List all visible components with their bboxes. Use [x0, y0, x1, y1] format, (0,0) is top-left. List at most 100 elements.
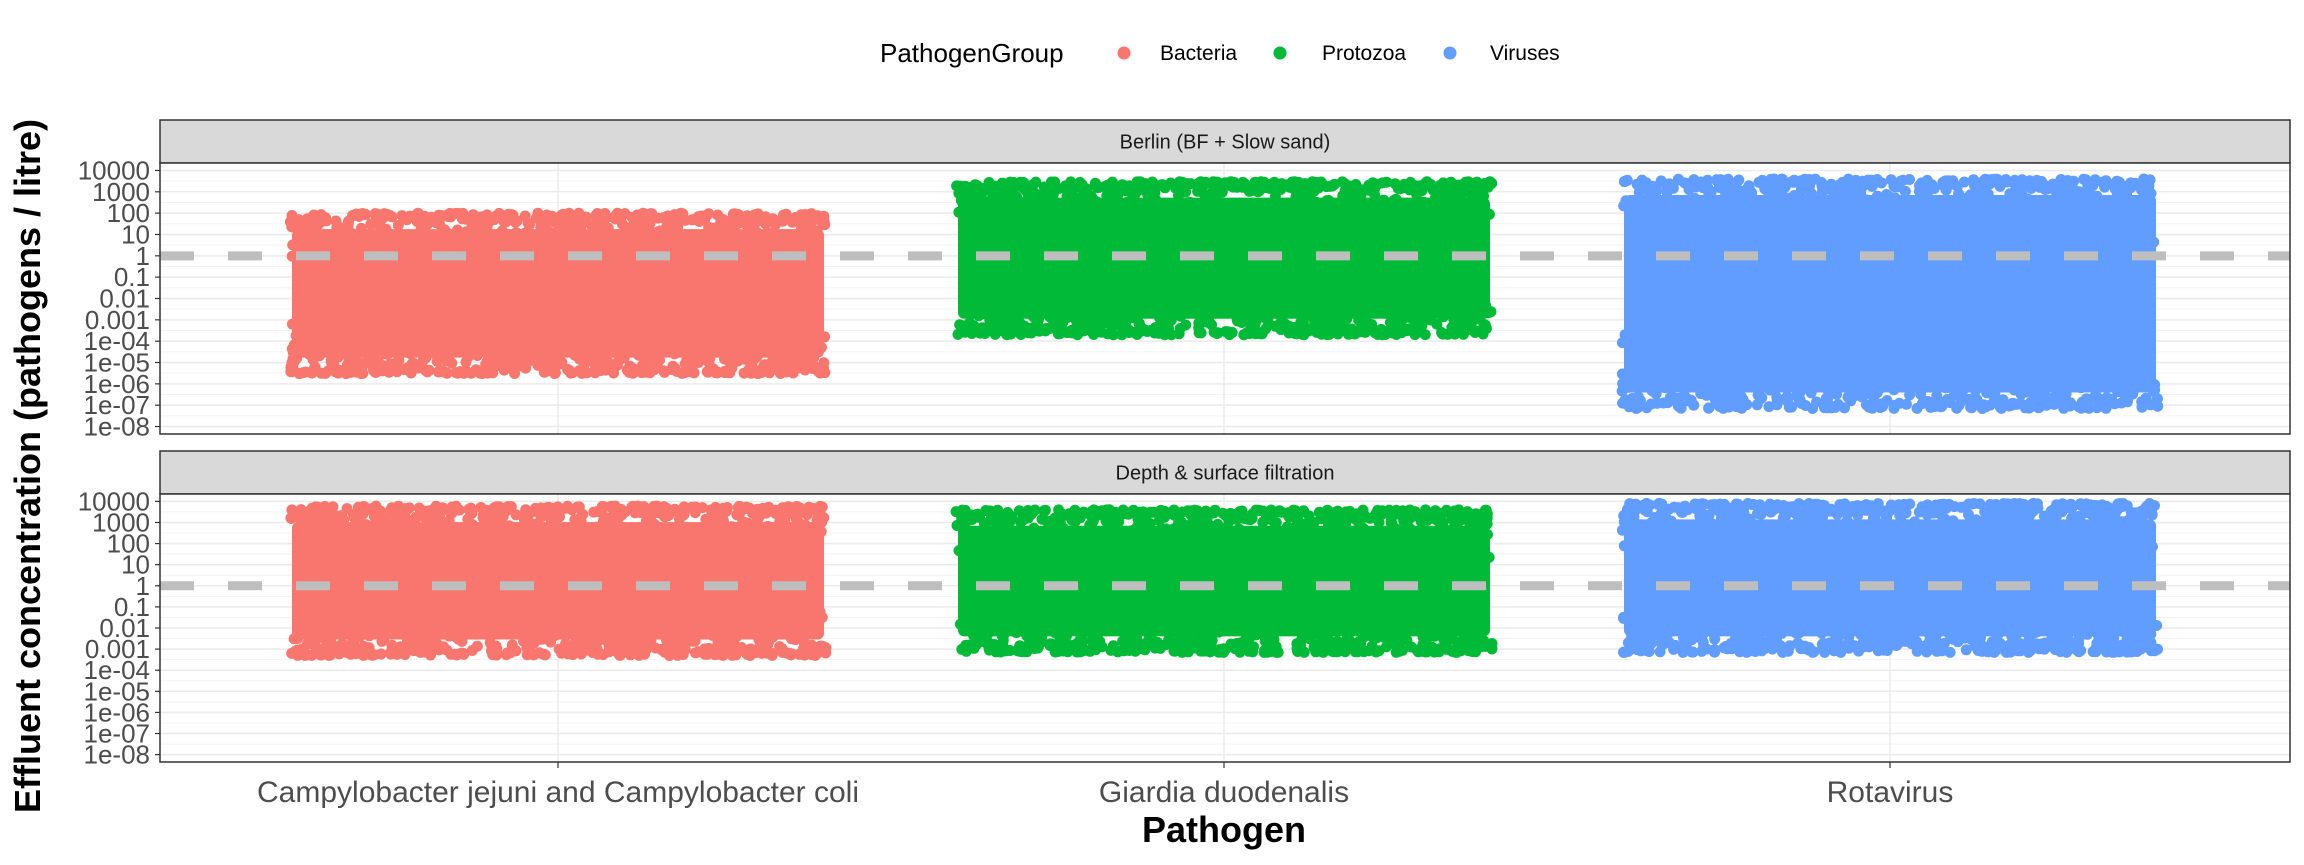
data-point: [1180, 287, 1192, 299]
data-point: [1103, 609, 1115, 621]
data-point: [487, 649, 499, 661]
data-point: [510, 618, 522, 630]
data-point: [446, 520, 458, 532]
facet-panel-1: Berlin (BF + Slow sand)1000010001001010.…: [78, 119, 2291, 442]
data-point: [1277, 533, 1289, 545]
facet-strip: [159, 119, 2291, 164]
data-point: [2054, 211, 2066, 223]
data-point: [713, 525, 724, 537]
data-point: [706, 518, 718, 529]
data-point: [539, 649, 551, 661]
data-point: [767, 360, 779, 372]
data-point: [627, 544, 639, 556]
data-point: [1153, 311, 1165, 323]
data-point: [1283, 305, 1295, 317]
data-point: [350, 648, 362, 660]
data-point: [1076, 224, 1088, 236]
data-point: [1016, 646, 1028, 658]
data-point: [1317, 543, 1329, 555]
data-point: [803, 530, 814, 542]
data-point: [463, 521, 474, 533]
data-point: [1070, 313, 1082, 325]
data-point: [286, 318, 298, 330]
data-point: [1086, 511, 1098, 523]
y-tick-label: 0.001: [85, 305, 150, 335]
data-point: [802, 231, 814, 243]
data-point: [1411, 644, 1423, 656]
data-point: [654, 225, 666, 237]
data-point: [1283, 327, 1295, 339]
data-point: [1324, 328, 1335, 340]
data-point: [510, 342, 522, 353]
data-point: [971, 179, 983, 191]
data-point: [620, 638, 632, 650]
data-point: [1358, 325, 1370, 337]
data-point: [1623, 378, 1635, 389]
data-point: [1131, 213, 1143, 225]
data-point: [1818, 241, 1830, 253]
data-point: [441, 612, 453, 624]
data-point: [355, 222, 367, 234]
data-point: [1786, 401, 1798, 413]
data-point: [2111, 237, 2123, 249]
data-point: [1873, 383, 1885, 395]
y-tick-label: 1: [136, 571, 150, 601]
data-point: [1629, 214, 1641, 226]
data-point: [1295, 531, 1307, 542]
data-point: [504, 647, 516, 659]
data-point: [388, 512, 400, 524]
data-point: [1833, 179, 1845, 191]
data-point: [1651, 185, 1663, 197]
data-point: [546, 502, 557, 514]
data-point: [2031, 236, 2043, 248]
data-point: [1016, 531, 1027, 543]
data-point: [783, 342, 795, 354]
data-point: [470, 364, 482, 376]
data-point: [461, 242, 472, 254]
data-point: [968, 630, 980, 642]
data-point: [1616, 337, 1628, 349]
data-point: [522, 645, 534, 657]
data-point: [1332, 515, 1344, 527]
data-point: [332, 367, 344, 379]
data-point: [1356, 184, 1368, 196]
data-point: [1174, 323, 1186, 334]
data-point: [417, 231, 429, 243]
data-point: [1752, 508, 1763, 519]
data-point: [1250, 204, 1262, 216]
data-point: [1683, 184, 1695, 195]
data-point: [1683, 211, 1694, 223]
data-point: [287, 239, 299, 251]
data-point: [410, 209, 422, 221]
data-point: [1250, 536, 1262, 547]
data-point: [1094, 635, 1106, 647]
data-point: [1711, 204, 1723, 216]
data-point: [714, 606, 726, 618]
data-point: [1468, 179, 1480, 191]
facet-strip-label: Depth & surface filtration: [1116, 463, 1335, 485]
data-point: [1968, 214, 1980, 226]
data-point: [1483, 551, 1495, 563]
data-point: [1308, 641, 1320, 653]
data-point: [304, 334, 316, 346]
data-point: [426, 337, 438, 348]
data-point: [1876, 362, 1888, 374]
data-point: [2042, 183, 2053, 195]
data-point: [2094, 335, 2106, 347]
data-point: [1237, 176, 1249, 188]
data-point: [1753, 212, 1765, 224]
data-point: [753, 633, 765, 645]
data-point: [1294, 517, 1306, 529]
data-point: [972, 526, 983, 537]
y-tick-label: 1e-06: [84, 369, 151, 399]
data-point: [1105, 530, 1117, 542]
data-point: [1685, 375, 1697, 387]
data-point: [612, 511, 624, 523]
data-point: [1928, 242, 1940, 254]
data-point: [1265, 528, 1277, 540]
data-point: [1182, 645, 1194, 657]
data-point: [583, 352, 595, 364]
data-point: [1044, 311, 1056, 323]
data-point: [1019, 211, 1031, 223]
data-point: [1907, 377, 1919, 388]
